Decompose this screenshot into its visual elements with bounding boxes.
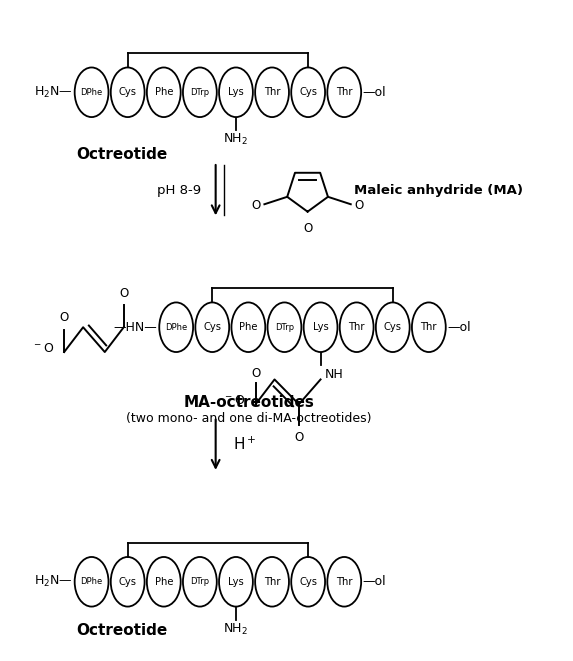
Text: Lys: Lys — [228, 87, 244, 97]
Ellipse shape — [147, 67, 180, 117]
Ellipse shape — [340, 303, 374, 352]
Text: O: O — [295, 430, 304, 444]
Text: Cys: Cys — [299, 87, 317, 97]
Ellipse shape — [376, 303, 410, 352]
Text: (two mono- and one di-MA-octreotides): (two mono- and one di-MA-octreotides) — [126, 412, 371, 425]
Ellipse shape — [327, 557, 361, 607]
Text: MA-octreotides: MA-octreotides — [183, 395, 314, 410]
Ellipse shape — [219, 557, 253, 607]
Text: Cys: Cys — [203, 322, 221, 332]
Text: Cys: Cys — [384, 322, 402, 332]
Ellipse shape — [147, 557, 180, 607]
Text: Thr: Thr — [264, 87, 280, 97]
Text: O: O — [251, 367, 260, 380]
Text: DPhe: DPhe — [165, 323, 187, 332]
Ellipse shape — [412, 303, 446, 352]
Ellipse shape — [291, 67, 325, 117]
Text: Thr: Thr — [348, 322, 365, 332]
Ellipse shape — [255, 67, 289, 117]
Text: DPhe: DPhe — [80, 577, 103, 586]
Ellipse shape — [111, 67, 144, 117]
Text: Lys: Lys — [313, 322, 328, 332]
Ellipse shape — [304, 303, 337, 352]
Ellipse shape — [231, 303, 265, 352]
Ellipse shape — [268, 303, 301, 352]
Ellipse shape — [291, 557, 325, 607]
Text: Octreotide: Octreotide — [76, 147, 167, 162]
Text: Thr: Thr — [336, 87, 352, 97]
Ellipse shape — [255, 557, 289, 607]
Ellipse shape — [183, 557, 217, 607]
Text: pH 8-9: pH 8-9 — [158, 184, 202, 197]
Ellipse shape — [327, 67, 361, 117]
Text: Phe: Phe — [155, 577, 173, 587]
Text: —HN—: —HN— — [114, 321, 158, 334]
Text: DTrp: DTrp — [275, 323, 294, 332]
Text: $^-$O: $^-$O — [223, 395, 245, 407]
Text: O: O — [252, 199, 261, 212]
Text: Thr: Thr — [264, 577, 280, 587]
Text: O: O — [119, 287, 128, 299]
Text: Thr: Thr — [336, 577, 352, 587]
Text: DTrp: DTrp — [190, 88, 209, 97]
Text: Cys: Cys — [119, 87, 137, 97]
Text: H$_2$N—: H$_2$N— — [34, 85, 72, 100]
Ellipse shape — [195, 303, 229, 352]
Text: DPhe: DPhe — [80, 88, 103, 97]
Text: NH$_2$: NH$_2$ — [223, 621, 249, 637]
Text: O: O — [354, 199, 363, 212]
Text: NH: NH — [325, 368, 344, 381]
Text: DTrp: DTrp — [190, 577, 209, 586]
Text: Octreotide: Octreotide — [76, 623, 167, 639]
Text: Thr: Thr — [421, 322, 437, 332]
Text: Maleic anhydride (MA): Maleic anhydride (MA) — [354, 184, 523, 197]
Ellipse shape — [183, 67, 217, 117]
Ellipse shape — [74, 557, 108, 607]
Text: Phe: Phe — [155, 87, 173, 97]
Ellipse shape — [111, 557, 144, 607]
Text: Cys: Cys — [299, 577, 317, 587]
Text: Cys: Cys — [119, 577, 137, 587]
Text: —ol: —ol — [363, 575, 386, 588]
Text: —ol: —ol — [363, 86, 386, 98]
Text: Lys: Lys — [228, 577, 244, 587]
Text: $^-$O: $^-$O — [32, 342, 54, 355]
Text: H$^+$: H$^+$ — [233, 436, 256, 453]
Text: O: O — [60, 311, 69, 325]
Ellipse shape — [159, 303, 193, 352]
Text: O: O — [303, 222, 312, 235]
Text: H$_2$N—: H$_2$N— — [34, 574, 72, 590]
Ellipse shape — [219, 67, 253, 117]
Text: Phe: Phe — [239, 322, 258, 332]
Text: NH$_2$: NH$_2$ — [223, 132, 249, 147]
Text: —ol: —ol — [448, 321, 471, 334]
Ellipse shape — [74, 67, 108, 117]
